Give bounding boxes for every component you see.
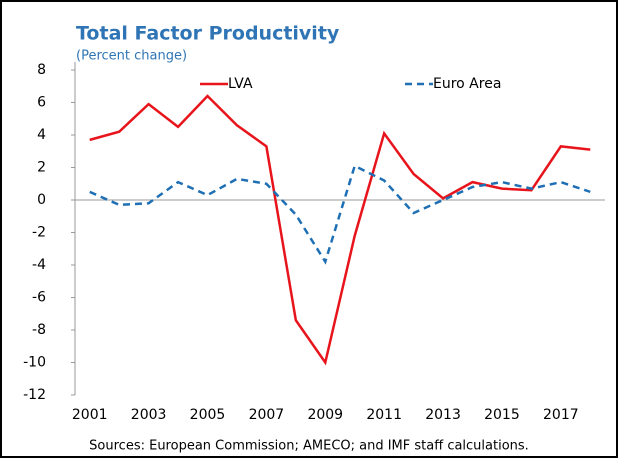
y-tick-label: -4 bbox=[32, 257, 46, 273]
y-tick-label: -8 bbox=[32, 322, 46, 338]
series-line bbox=[89, 164, 591, 265]
x-tick-label: 2007 bbox=[249, 407, 285, 423]
x-tick-label: 2013 bbox=[425, 407, 461, 423]
legend-label: LVA bbox=[228, 76, 253, 92]
x-tick-label: 2003 bbox=[131, 407, 167, 423]
chart-subtitle: (Percent change) bbox=[76, 49, 187, 64]
series-line bbox=[89, 94, 591, 366]
y-tick-label: -10 bbox=[23, 355, 46, 371]
x-tick-label: 2015 bbox=[484, 407, 520, 423]
x-tick-label: 2001 bbox=[72, 407, 108, 423]
y-tick-label: -6 bbox=[32, 290, 46, 306]
y-tick-label: -12 bbox=[23, 387, 46, 403]
x-tick-label: 2005 bbox=[190, 407, 226, 423]
y-tick-label: -2 bbox=[32, 225, 46, 241]
x-tick-label: 2017 bbox=[543, 407, 579, 423]
y-tick-label: 6 bbox=[37, 95, 46, 111]
chart-title: Total Factor Productivity bbox=[76, 23, 340, 45]
source-note: Sources: European Commission; AMECO; and… bbox=[89, 439, 529, 454]
x-tick-label: 2009 bbox=[307, 407, 343, 423]
y-tick-label: 4 bbox=[37, 127, 46, 143]
legend-label: Euro Area bbox=[433, 76, 501, 92]
x-tick-label: 2011 bbox=[366, 407, 402, 423]
y-tick-label: 2 bbox=[37, 160, 46, 176]
y-tick-label: 0 bbox=[37, 192, 46, 208]
y-tick-label: 8 bbox=[37, 62, 46, 78]
